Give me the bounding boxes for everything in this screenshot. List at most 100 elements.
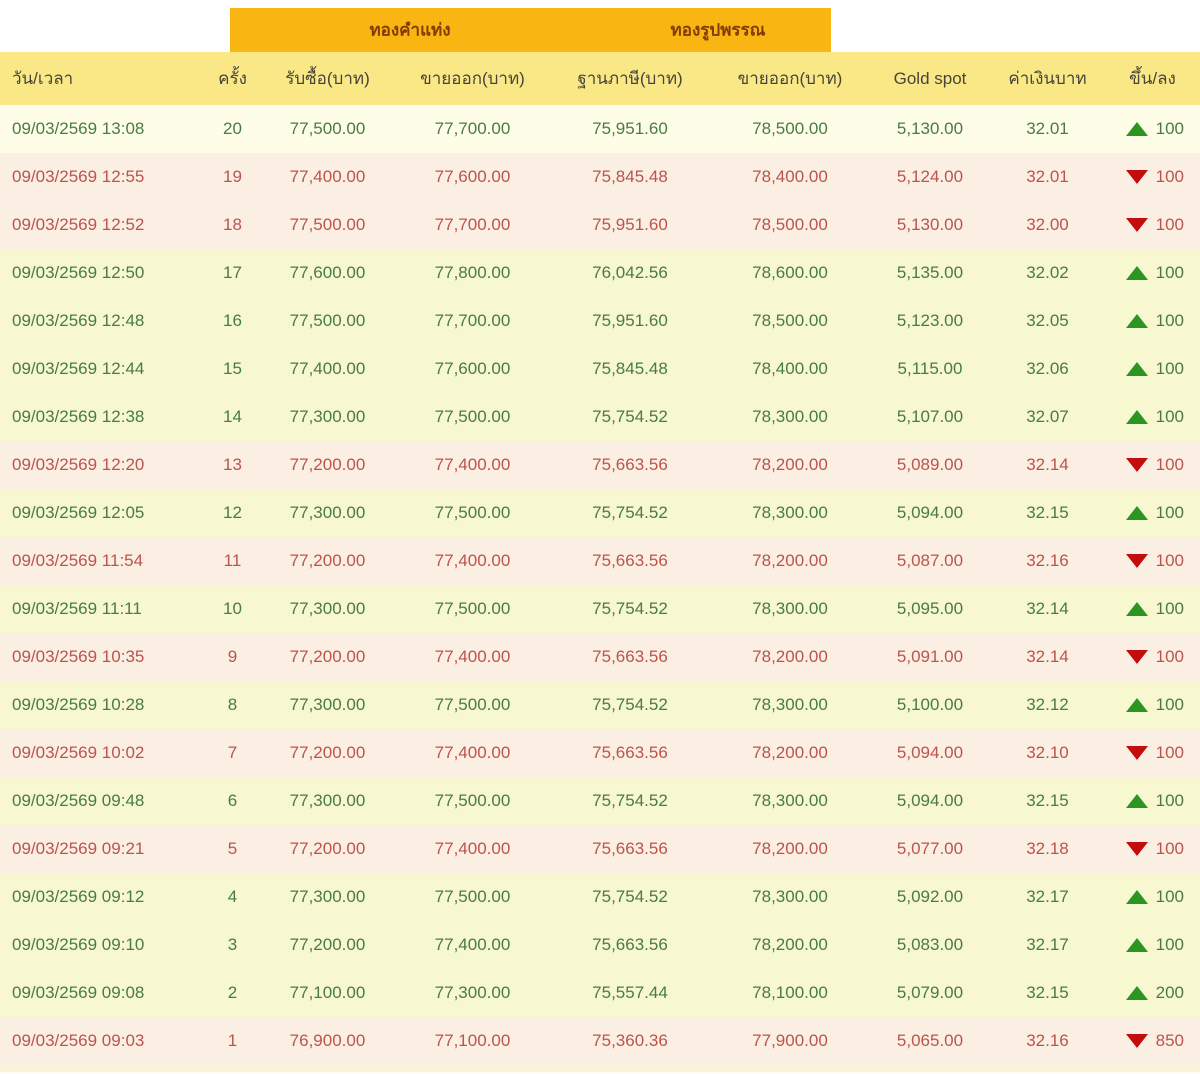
table-row: 09/03/2569 10:35 9 77,200.00 77,400.00 7… (0, 633, 1200, 681)
cell-sell-bar: 77,700.00 (434, 119, 511, 138)
cell-gold-spot: 5,123.00 (896, 311, 964, 330)
change-value: 100 (1155, 167, 1184, 186)
cell-buy-bar: 77,300.00 (289, 503, 366, 522)
cell-gold-spot: 5,095.00 (896, 599, 964, 618)
change-value: 100 (1155, 839, 1184, 858)
down-arrow-icon (1125, 1034, 1148, 1048)
down-arrow-icon (1125, 458, 1148, 472)
cell-buy-bar: 77,400.00 (289, 167, 366, 186)
cell-sell-ornament: 78,400.00 (752, 359, 828, 378)
cell-tax-base: 75,845.48 (592, 167, 668, 186)
cell-datetime: 09/03/2569 09:08 (12, 983, 145, 1002)
cell-tax-base: 76,042.56 (592, 263, 668, 282)
cell-change: 100 (1105, 599, 1200, 619)
cell-sell-bar: 77,400.00 (434, 647, 511, 666)
cell-datetime: 09/03/2569 11:11 (12, 599, 142, 618)
cell-baht-rate: 32.07 (1026, 407, 1069, 426)
cell-round: 9 (227, 647, 238, 666)
cell-change: 850 (1105, 1031, 1200, 1051)
cell-sell-ornament: 78,300.00 (752, 791, 828, 810)
cell-tax-base: 75,754.52 (592, 791, 668, 810)
table-row: 09/03/2569 09:08 2 77,100.00 77,300.00 7… (0, 969, 1200, 1017)
change-value: 100 (1155, 599, 1184, 618)
cell-tax-base: 75,360.36 (592, 1031, 668, 1050)
cell-change: 100 (1105, 887, 1200, 907)
cell-sell-bar: 77,700.00 (434, 215, 511, 234)
col-header-datetime: วัน/เวลา (12, 69, 74, 88)
cell-sell-ornament: 78,200.00 (752, 551, 828, 570)
cell-baht-rate: 32.14 (1026, 599, 1069, 618)
cell-round: 20 (223, 119, 242, 138)
cell-buy-bar: 77,600.00 (289, 263, 366, 282)
cell-sell-bar: 77,400.00 (434, 839, 511, 858)
down-arrow-icon (1125, 842, 1148, 856)
cell-datetime: 09/03/2569 12:38 (12, 407, 145, 426)
cell-change: 200 (1105, 983, 1200, 1003)
col-header-sell-ornament: ขายออก(บาท) (737, 69, 843, 88)
change-value: 850 (1155, 1031, 1184, 1050)
cell-datetime: 09/03/2569 09:03 (12, 1031, 145, 1050)
cell-sell-ornament: 78,300.00 (752, 407, 828, 426)
cell-baht-rate: 32.06 (1026, 359, 1069, 378)
up-arrow-icon (1125, 794, 1148, 808)
cell-change: 100 (1105, 647, 1200, 667)
cell-sell-bar: 77,300.00 (434, 983, 511, 1002)
cell-datetime: 09/03/2569 12:44 (12, 359, 145, 378)
cell-tax-base: 75,663.56 (592, 455, 668, 474)
cell-buy-bar: 77,300.00 (289, 887, 366, 906)
cell-round: 14 (223, 407, 242, 426)
cell-datetime: 09/03/2569 12:52 (12, 215, 145, 234)
cell-datetime: 09/03/2569 11:54 (12, 551, 144, 570)
cell-gold-spot: 5,083.00 (896, 935, 964, 954)
cell-change: 100 (1105, 839, 1200, 859)
tab-gold-bar: ทองคำแท่ง (369, 20, 451, 40)
cell-tax-base: 75,663.56 (592, 647, 668, 666)
change-value: 100 (1155, 743, 1184, 762)
cell-gold-spot: 5,079.00 (896, 983, 964, 1002)
cell-sell-bar: 77,500.00 (434, 695, 511, 714)
cell-datetime: 09/03/2569 09:10 (12, 935, 145, 954)
change-value: 100 (1155, 503, 1184, 522)
cell-datetime: 09/03/2569 10:28 (12, 695, 145, 714)
cell-baht-rate: 32.00 (1026, 215, 1069, 234)
cell-sell-ornament: 77,900.00 (752, 1031, 828, 1050)
cell-sell-ornament: 78,200.00 (752, 455, 828, 474)
cell-sell-ornament: 78,300.00 (752, 503, 828, 522)
cell-tax-base: 75,754.52 (592, 503, 668, 522)
cell-gold-spot: 5,089.00 (896, 455, 964, 474)
cell-change: 100 (1105, 407, 1200, 427)
table-row: 09/03/2569 12:20 13 77,200.00 77,400.00 … (0, 441, 1200, 489)
cell-sell-bar: 77,400.00 (434, 455, 511, 474)
change-value: 100 (1155, 215, 1184, 234)
table-row: 09/03/2569 09:03 1 76,900.00 77,100.00 7… (0, 1017, 1200, 1065)
cell-change: 100 (1105, 455, 1200, 475)
cell-change: 100 (1105, 551, 1200, 571)
cell-round: 2 (227, 983, 238, 1002)
cell-buy-bar: 77,300.00 (289, 599, 366, 618)
cell-baht-rate: 32.10 (1026, 743, 1069, 762)
change-value: 100 (1155, 311, 1184, 330)
cell-sell-ornament: 78,200.00 (752, 743, 828, 762)
cell-tax-base: 75,557.44 (592, 983, 668, 1002)
change-value: 100 (1155, 791, 1184, 810)
cell-datetime: 09/03/2569 09:21 (12, 839, 145, 858)
up-arrow-icon (1125, 122, 1148, 136)
cell-gold-spot: 5,124.00 (896, 167, 964, 186)
down-arrow-icon (1125, 218, 1148, 232)
cell-round: 4 (227, 887, 238, 906)
table-row: 09/03/2569 09:12 4 77,300.00 77,500.00 7… (0, 873, 1200, 921)
cell-baht-rate: 32.17 (1026, 935, 1069, 954)
cell-baht-rate: 32.17 (1026, 887, 1069, 906)
up-arrow-icon (1125, 938, 1148, 952)
cell-buy-bar: 77,400.00 (289, 359, 366, 378)
cell-change: 100 (1105, 311, 1200, 331)
up-arrow-icon (1125, 986, 1148, 1000)
col-header-up-down: ขึ้น/ลง (1129, 69, 1176, 88)
up-arrow-icon (1125, 602, 1148, 616)
cell-round: 18 (223, 215, 242, 234)
cell-sell-ornament: 78,500.00 (752, 119, 828, 138)
table-row: 09/03/2569 12:48 16 77,500.00 77,700.00 … (0, 297, 1200, 345)
cell-round: 5 (227, 839, 238, 858)
cell-round: 7 (227, 743, 238, 762)
tab-gold-ornament: ทองรูปพรรณ (670, 20, 766, 40)
